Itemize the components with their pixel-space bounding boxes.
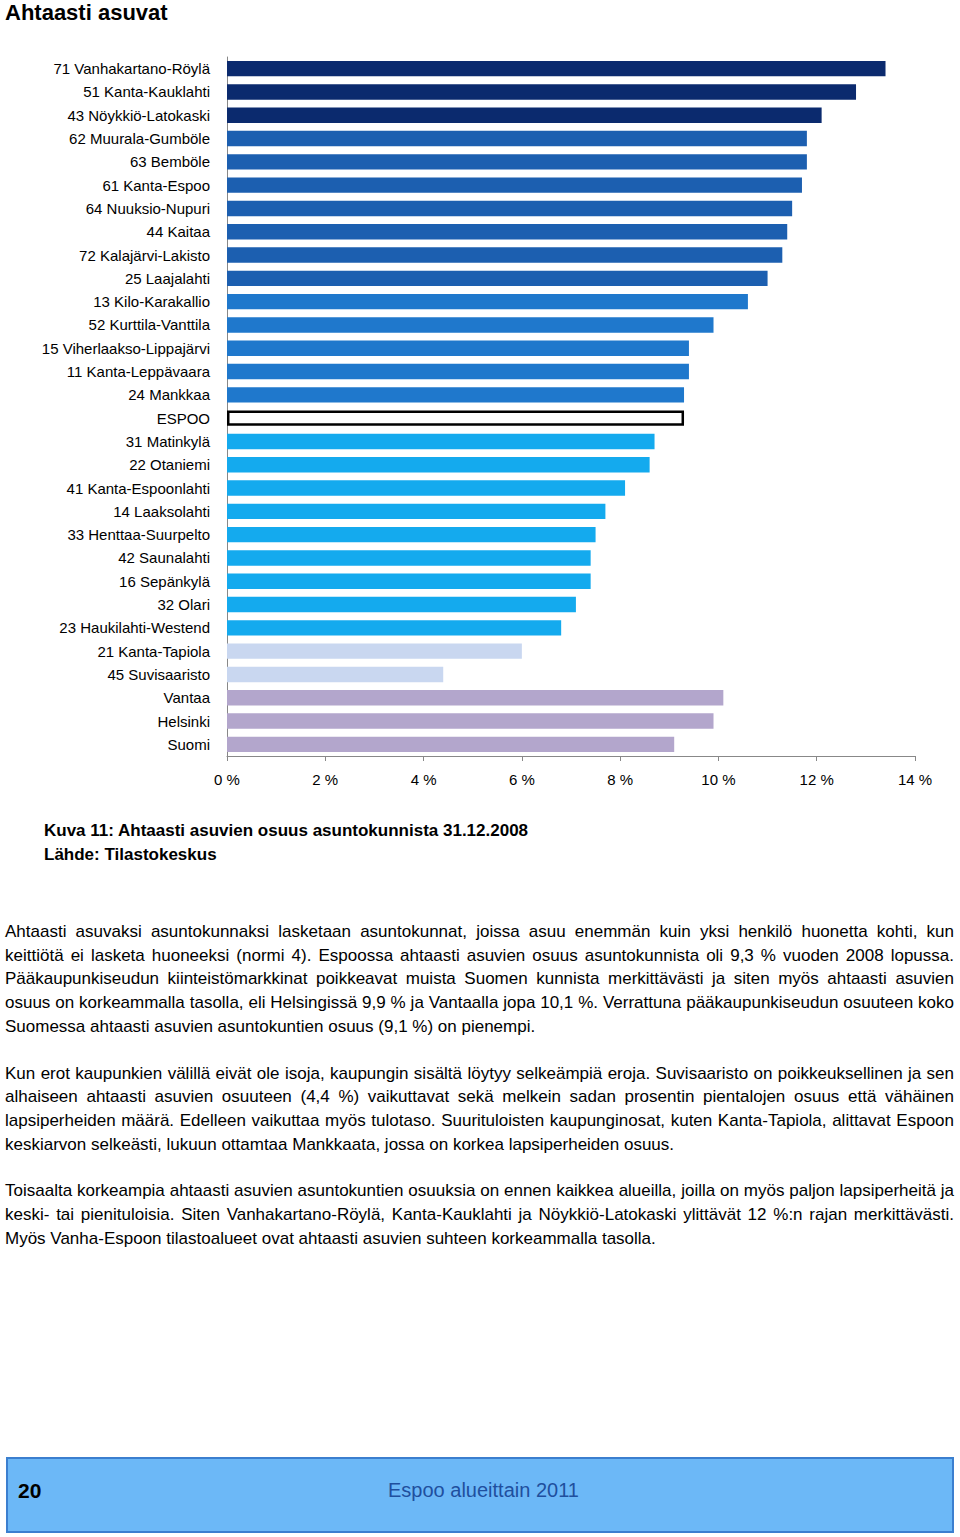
svg-text:2 %: 2 % — [312, 771, 338, 788]
svg-text:33 Henttaa-Suurpelto: 33 Henttaa-Suurpelto — [67, 526, 210, 543]
html-text:Espoo alueittain 2011: Espoo alueittain 2011 — [388, 1479, 579, 1501]
svg-text:21 Kanta-Tapiola: 21 Kanta-Tapiola — [97, 643, 210, 660]
svg-text:24 Mankkaa: 24 Mankkaa — [128, 386, 210, 403]
svg-text:63 Bemböle: 63 Bemböle — [130, 153, 210, 170]
svg-text:71 Vanhakartano-Röylä: 71 Vanhakartano-Röylä — [54, 60, 211, 77]
html-text:Kuva 11: Ahtaasti asuvien osuu: Kuva 11: Ahtaasti asuvien osuus asuntoku… — [44, 821, 529, 840]
svg-text:31 Matinkylä: 31 Matinkylä — [126, 433, 211, 450]
svg-text:52 Kurttila-Vanttila: 52 Kurttila-Vanttila — [89, 316, 211, 333]
svg-text:62 Muurala-Gumböle: 62 Muurala-Gumböle — [69, 130, 210, 147]
html-text:20: 20 — [18, 1479, 42, 1502]
svg-text:8 %: 8 % — [607, 771, 633, 788]
svg-text:42 Saunalahti: 42 Saunalahti — [118, 549, 210, 566]
svg-text:10 %: 10 % — [701, 771, 735, 788]
svg-text:14 Laaksolahti: 14 Laaksolahti — [113, 503, 210, 520]
svg-text:51 Kanta-Kauklahti: 51 Kanta-Kauklahti — [83, 83, 210, 100]
svg-text:22 Otaniemi: 22 Otaniemi — [129, 456, 210, 473]
svg-text:23 Haukilahti-Westend: 23 Haukilahti-Westend — [59, 619, 210, 636]
svg-text:13 Kilo-Karakallio: 13 Kilo-Karakallio — [93, 293, 210, 310]
html-text:Lähde: Tilastokeskus: Lähde: Tilastokeskus — [44, 845, 217, 864]
svg-text:Suomi: Suomi — [167, 736, 210, 753]
svg-text:ESPOO: ESPOO — [157, 410, 210, 427]
html-text:Kun erot kaupunkien välillä ei: Kun erot kaupunkien välillä eivät ole is… — [5, 1063, 954, 1154]
html-text:Toisaalta korkeampia ahtaasti: Toisaalta korkeampia ahtaasti asuvien as… — [5, 1181, 954, 1248]
svg-text:61 Kanta-Espoo: 61 Kanta-Espoo — [102, 177, 210, 194]
svg-text:16 Sepänkylä: 16 Sepänkylä — [119, 573, 211, 590]
svg-text:25 Laajalahti: 25 Laajalahti — [125, 270, 210, 287]
svg-text:45 Suvisaaristo: 45 Suvisaaristo — [107, 666, 210, 683]
svg-text:4 %: 4 % — [411, 771, 437, 788]
svg-text:11 Kanta-Leppävaara: 11 Kanta-Leppävaara — [67, 363, 211, 380]
html-text:Ahtaasti asuvaksi asuntokunnak: Ahtaasti asuvaksi asuntokunnaksi lasketa… — [5, 922, 954, 1036]
svg-text:72 Kalajärvi-Lakisto: 72 Kalajärvi-Lakisto — [79, 247, 210, 264]
svg-text:14 %: 14 % — [898, 771, 932, 788]
svg-text:6 %: 6 % — [509, 771, 535, 788]
svg-text:15 Viherlaakso-Lippajärvi: 15 Viherlaakso-Lippajärvi — [42, 340, 210, 357]
svg-text:12 %: 12 % — [800, 771, 834, 788]
svg-text:Vantaa: Vantaa — [164, 689, 211, 706]
html-text:Ahtaasti asuvat: Ahtaasti asuvat — [5, 0, 168, 25]
svg-text:41 Kanta-Espoonlahti: 41 Kanta-Espoonlahti — [67, 480, 210, 497]
svg-text:0 %: 0 % — [214, 771, 240, 788]
svg-text:64 Nuuksio-Nupuri: 64 Nuuksio-Nupuri — [86, 200, 210, 217]
svg-text:32 Olari: 32 Olari — [157, 596, 210, 613]
svg-text:44 Kaitaa: 44 Kaitaa — [147, 223, 211, 240]
svg-text:43 Nöykkiö-Latokaski: 43 Nöykkiö-Latokaski — [67, 107, 210, 124]
svg-text:Helsinki: Helsinki — [157, 713, 210, 730]
